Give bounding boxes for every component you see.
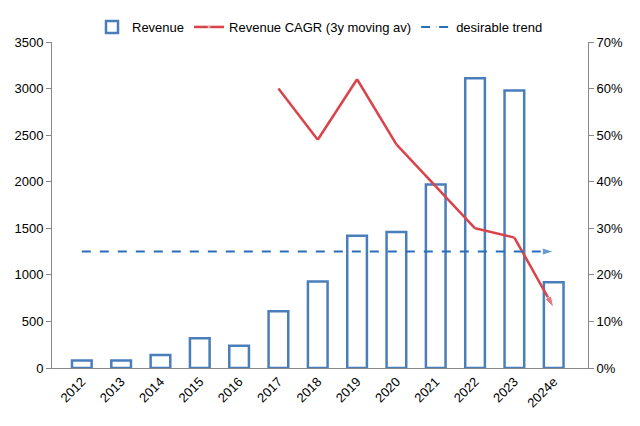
svg-text:0%: 0% — [597, 361, 616, 376]
svg-text:30%: 30% — [597, 221, 623, 236]
svg-text:desirable trend: desirable trend — [456, 20, 542, 35]
svg-text:1500: 1500 — [14, 221, 43, 236]
svg-text:40%: 40% — [597, 174, 623, 189]
svg-text:0: 0 — [36, 361, 43, 376]
svg-text:3500: 3500 — [14, 35, 43, 50]
svg-text:2012: 2012 — [57, 374, 88, 405]
svg-text:1000: 1000 — [14, 267, 43, 282]
svg-text:10%: 10% — [597, 314, 623, 329]
svg-text:2024e: 2024e — [524, 374, 560, 410]
svg-text:2019: 2019 — [333, 374, 364, 405]
svg-text:2022: 2022 — [451, 374, 482, 405]
svg-text:2000: 2000 — [14, 174, 43, 189]
svg-text:500: 500 — [22, 314, 44, 329]
svg-text:2023: 2023 — [490, 374, 521, 405]
svg-text:60%: 60% — [597, 81, 623, 96]
svg-text:3000: 3000 — [14, 81, 43, 96]
svg-text:50%: 50% — [597, 128, 623, 143]
svg-text:2500: 2500 — [14, 128, 43, 143]
svg-text:2021: 2021 — [411, 374, 442, 405]
svg-text:2017: 2017 — [254, 374, 285, 405]
svg-text:2013: 2013 — [97, 374, 128, 405]
svg-text:Revenue: Revenue — [132, 20, 184, 35]
svg-text:2015: 2015 — [175, 374, 206, 405]
svg-text:Revenue CAGR (3y moving av): Revenue CAGR (3y moving av) — [229, 20, 411, 35]
svg-text:2016: 2016 — [215, 374, 246, 405]
svg-text:20%: 20% — [597, 267, 623, 282]
svg-text:2014: 2014 — [136, 374, 167, 405]
svg-text:70%: 70% — [597, 35, 623, 50]
svg-text:2018: 2018 — [293, 374, 324, 405]
svg-text:2020: 2020 — [372, 374, 403, 405]
